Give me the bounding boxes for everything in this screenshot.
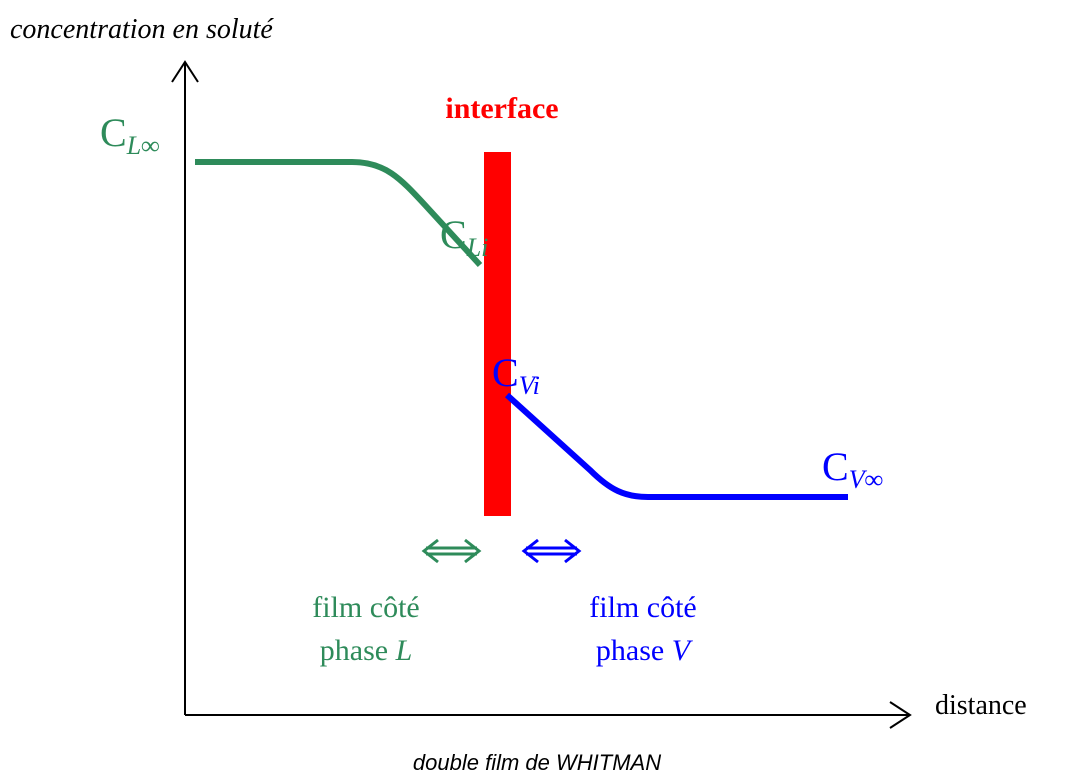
c-vi-label: CVi bbox=[492, 350, 540, 400]
film-l-line1: film côté bbox=[312, 591, 419, 624]
label-main: C bbox=[492, 350, 519, 395]
liquid-profile bbox=[195, 159, 483, 268]
c-v-inf-label: CV∞ bbox=[822, 444, 883, 494]
c-l-inf-label: CL∞ bbox=[100, 110, 160, 160]
x-axis-arrow bbox=[889, 701, 912, 729]
label-main: C bbox=[440, 212, 467, 257]
film-l-arrow bbox=[421, 538, 482, 564]
text: phase bbox=[596, 634, 672, 667]
film-l-line2: phase L bbox=[320, 634, 413, 667]
film-v-line2: phase V bbox=[596, 634, 694, 667]
x-axis-label: distance bbox=[935, 690, 1027, 721]
variable: V bbox=[672, 634, 694, 667]
caption: double film de WHITMAN bbox=[413, 750, 661, 775]
vapor-profile bbox=[504, 392, 848, 500]
label-main: C bbox=[100, 110, 127, 155]
label-main: C bbox=[822, 444, 849, 489]
y-axis-label: concentration en soluté bbox=[10, 14, 274, 45]
variable: L bbox=[395, 634, 413, 667]
text: phase bbox=[320, 634, 396, 667]
label-sub: Vi bbox=[519, 371, 540, 400]
label-sub: Li bbox=[466, 233, 489, 262]
y-axis-arrow bbox=[171, 60, 199, 83]
interface-label: interface bbox=[445, 92, 558, 125]
film-v-line1: film côté bbox=[589, 591, 696, 624]
c-li-label: CLi bbox=[440, 212, 488, 262]
label-sub: L∞ bbox=[126, 131, 160, 160]
label-sub: V∞ bbox=[849, 465, 883, 494]
interface-bar bbox=[484, 152, 511, 516]
film-v-arrow bbox=[521, 538, 582, 564]
